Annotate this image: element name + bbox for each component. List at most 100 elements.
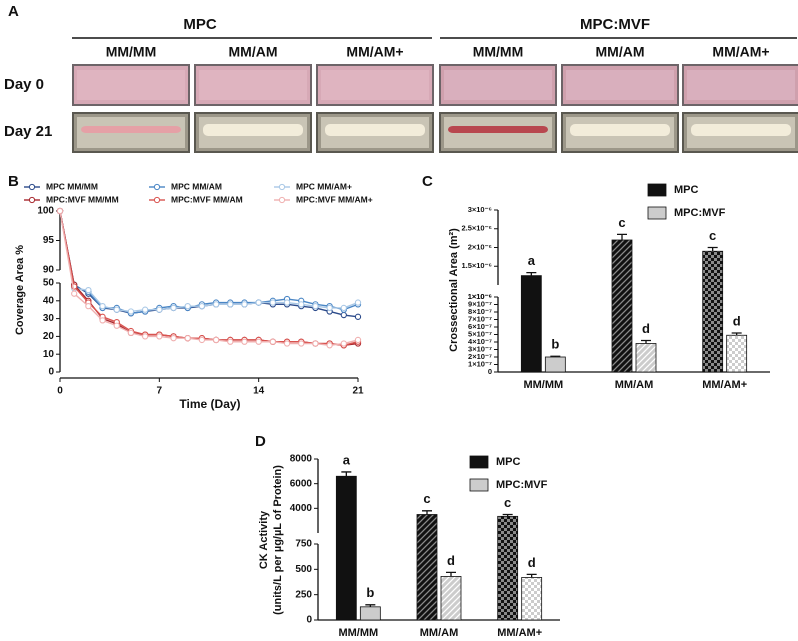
bar [497,515,519,621]
data-point [156,306,163,313]
bar [726,334,748,373]
row-label: Day 21 [4,123,52,140]
y-tick-label: 95 [43,235,55,246]
data-point [241,338,248,345]
legend-swatch [469,478,489,492]
x-tick-label: 14 [253,386,265,397]
series-line [59,210,359,347]
y-tick-label: 30 [43,313,55,324]
x-tick-label: MM/AM [420,627,459,639]
y-tick-label: 20 [43,331,55,342]
y-tick-label: 8000 [290,454,313,465]
y-tick-label: 1.5×10⁻⁶ [461,261,492,270]
y-tick-label: 100 [37,206,54,217]
bar [521,577,543,621]
legend-swatch [647,183,667,197]
legend-label: MPC [496,456,521,468]
data-point [156,333,163,340]
photo-construct [81,126,181,133]
x-tick-label: 0 [57,386,63,397]
error-bar [550,355,561,357]
data-point [340,304,347,312]
series-line [59,210,359,318]
y-tick-label: 7×10⁻⁷ [468,314,492,323]
bar [611,239,633,373]
column-label: MM/MM [106,44,157,60]
data-point [269,299,277,306]
data-point [255,338,262,345]
y-tick-label: 40 [43,295,55,306]
error-bar [617,233,627,240]
y-tick-label: 6×10⁻⁷ [468,322,492,331]
data-point [312,340,319,347]
data-point [141,333,149,340]
data-point [56,207,64,215]
data-point [283,299,291,306]
legend-label: MPC:MVF [496,479,548,491]
series-line [59,210,359,313]
y-tick-label: 0 [48,367,54,378]
photo-construct [691,124,791,136]
y-tick-label: 1×10⁻⁶ [468,292,492,301]
column-label: MM/AM+ [346,44,403,60]
significance-letter: a [528,253,536,268]
error-bar [526,271,537,276]
error-bar [641,339,651,344]
y-tick-label: 1×10⁻⁷ [468,359,492,368]
data-point [127,308,135,315]
data-point [255,299,262,306]
significance-letter: b [366,585,374,600]
x-tick-label: MM/AM+ [702,379,747,391]
x-tick-label: MM/AM+ [497,627,542,639]
data-point [354,336,362,344]
photo-day0-well [321,70,429,100]
data-point [354,299,362,306]
data-point [170,304,177,312]
data-point [354,313,362,320]
significance-letter: c [504,495,511,510]
y-axis-label: (units/L per µg/µL of Protein) [272,465,284,615]
data-point [85,286,92,294]
bar [544,356,566,373]
data-point [127,329,135,336]
data-point [113,306,120,313]
group-title: MPC [183,16,217,33]
error-bar [526,573,537,578]
x-axis-label: Time (Day) [179,397,240,411]
significance-letter: b [551,337,559,352]
photo-construct [203,124,303,136]
data-point [198,336,206,344]
data-point [340,340,347,347]
y-tick-label: 3×10⁻⁶ [468,205,492,214]
y-tick-label: 5×10⁻⁷ [468,329,492,338]
x-tick-label: 21 [352,386,364,397]
data-point [227,301,234,308]
legend-label: MPC MM/AM [171,181,222,191]
data-point [212,336,220,344]
x-tick-label: MM/MM [338,627,378,639]
y-tick-label: 0 [488,367,492,376]
y-tick-label: 90 [43,265,55,276]
data-point [198,302,206,310]
series-line [59,210,359,347]
x-tick-label: MM/AM [615,379,654,391]
data-point [326,304,333,312]
error-bar [446,571,456,577]
y-axis-label: Crossectional Area (m²) [448,228,460,352]
data-point [99,302,106,310]
data-point [283,340,291,347]
photo-day0-well [566,70,674,100]
y-tick-label: 4000 [290,503,313,514]
legend-label: MPC MM/MM [46,181,98,191]
legend-label: MPC:MVF MM/MM [46,194,119,204]
bar [635,343,657,373]
bar [416,514,438,621]
column-label: MM/AM [596,44,645,60]
bar [702,250,724,373]
bar [335,475,357,621]
data-point [85,302,92,310]
y-tick-label: 0 [306,615,312,626]
legend-marker [153,196,161,204]
column-label: MM/MM [473,44,524,60]
legend-label: MPC:MVF [674,207,726,219]
